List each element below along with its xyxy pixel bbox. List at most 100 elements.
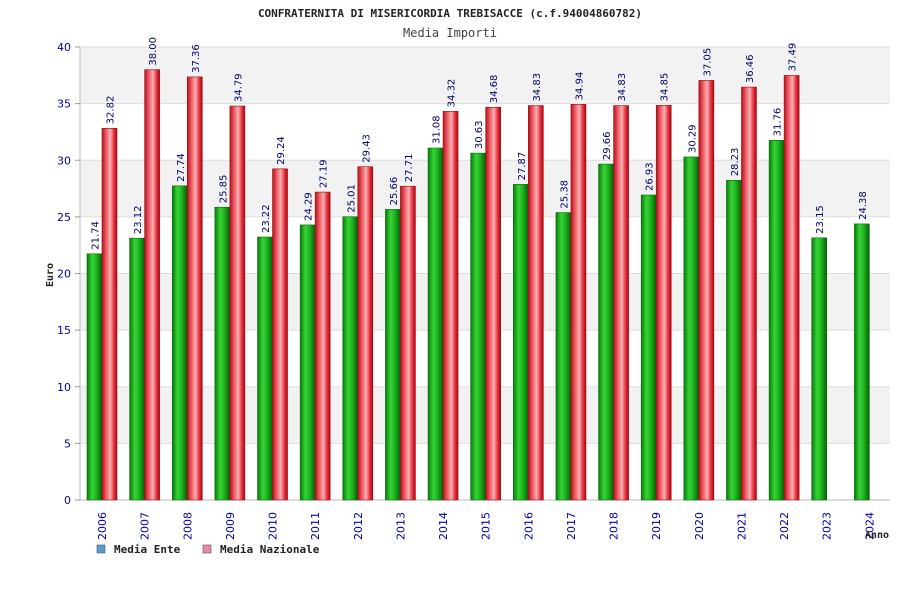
data-label: 34.68 (489, 75, 500, 104)
y-tick-label: 35 (57, 98, 71, 111)
y-tick-label: 40 (57, 41, 71, 54)
data-label: 34.79 (233, 73, 244, 102)
data-label: 34.85 (660, 73, 671, 102)
bar-media-ente (555, 212, 572, 501)
legend-swatch (202, 544, 212, 554)
legend-label: Media Ente (114, 543, 181, 556)
bar-media-nazionale (442, 111, 459, 501)
bar-media-ente (854, 223, 870, 501)
x-axis-label: Anno (865, 530, 889, 541)
y-tick-label: 15 (57, 324, 71, 337)
chart-title: CONFRATERNITA DI MISERICORDIA TREBISACCE… (258, 7, 642, 20)
x-tick-label: 2023 (821, 512, 834, 540)
y-tick-label: 0 (64, 494, 71, 507)
bar-media-nazionale (101, 128, 118, 501)
data-label: 28.23 (730, 148, 741, 177)
x-axis-ticks: 2006 2007 2008 2009 2010 2011 2012 2013 2014 2015… (96, 512, 876, 540)
bar-media-ente (811, 237, 828, 501)
data-label: 31.76 (773, 108, 784, 137)
bar-media-nazionale (783, 75, 800, 501)
bar-media-ente (86, 253, 103, 501)
x-tick-label: 2008 (181, 512, 194, 540)
x-tick-label: 2017 (565, 512, 578, 540)
bar-media-ente (342, 216, 359, 501)
data-label: 27.71 (404, 154, 415, 183)
x-tick-label: 2016 (522, 512, 535, 540)
data-label: 30.29 (687, 124, 698, 153)
bar-media-nazionale (314, 191, 331, 501)
data-label: 21.74 (91, 221, 102, 250)
data-label: 34.32 (447, 79, 458, 108)
data-label: 26.93 (645, 162, 656, 191)
data-label: 31.08 (432, 115, 443, 144)
x-tick-label: 2024 (863, 512, 876, 540)
x-tick-label: 2018 (608, 512, 621, 540)
bar-media-nazionale (186, 76, 203, 501)
bar-media-ente (214, 206, 231, 501)
data-label: 25.66 (389, 177, 400, 206)
bar-media-ente (470, 152, 486, 501)
data-label: 24.38 (858, 191, 869, 220)
y-axis-ticks: 0 5 10 15 20 25 30 35 40 (57, 41, 80, 507)
data-label: 37.36 (191, 44, 202, 73)
bar-media-nazionale (528, 105, 544, 501)
data-label: 36.46 (745, 54, 756, 83)
bars (86, 69, 870, 501)
data-label: 30.63 (474, 120, 485, 149)
data-label: 29.24 (276, 136, 287, 165)
data-label: 38.00 (148, 37, 159, 66)
x-tick-label: 2020 (693, 512, 706, 540)
bar-media-nazionale (741, 86, 757, 501)
x-tick-label: 2021 (735, 512, 748, 540)
y-tick-label: 10 (57, 381, 71, 394)
data-label: 24.29 (304, 192, 315, 221)
bar-media-ente (171, 185, 188, 501)
x-tick-label: 2012 (352, 512, 365, 540)
legend: Media Ente Media Nazionale (96, 543, 320, 556)
data-label: 34.94 (574, 72, 585, 101)
x-tick-label: 2022 (778, 512, 791, 540)
bar-media-ente (385, 209, 401, 501)
bar-media-ente (598, 163, 614, 501)
bar-media-ente (726, 179, 742, 501)
data-label: 27.19 (319, 159, 330, 188)
data-label: 23.15 (815, 205, 826, 234)
x-tick-label: 2006 (96, 512, 109, 540)
data-label: 37.49 (788, 43, 799, 72)
chart-subtitle: Media Importi (403, 26, 497, 40)
data-label: 37.05 (702, 48, 713, 77)
bar-media-ente (768, 140, 785, 501)
y-tick-label: 20 (57, 268, 71, 281)
data-label: 25.01 (346, 184, 357, 213)
data-label: 23.12 (133, 206, 144, 235)
data-label: 29.66 (602, 131, 613, 160)
bar-media-ente (427, 147, 444, 501)
data-label: 23.22 (261, 204, 272, 233)
bar-media-nazionale (655, 105, 672, 501)
bar-media-ente (513, 184, 529, 501)
bar-media-nazionale (272, 168, 288, 501)
data-label: 25.85 (218, 175, 229, 204)
bar-media-nazionale (400, 185, 416, 501)
x-tick-label: 2009 (224, 512, 237, 540)
data-label: 34.83 (617, 73, 628, 102)
x-tick-label: 2010 (267, 512, 280, 540)
legend-swatch (96, 544, 106, 554)
data-labels: 21.74 32.82 23.12 38.00 27.74 37.36 25.85 34.79… (91, 37, 869, 250)
y-tick-label: 25 (57, 211, 71, 224)
x-tick-label: 2011 (309, 512, 322, 540)
x-tick-label: 2019 (650, 512, 663, 540)
bar-media-ente (683, 156, 700, 501)
data-label: 27.74 (176, 153, 187, 182)
x-tick-label: 2015 (480, 512, 493, 540)
data-label: 27.87 (517, 152, 528, 181)
y-tick-label: 5 (64, 437, 71, 450)
x-tick-label: 2013 (394, 512, 407, 540)
bar-media-ente (299, 224, 316, 501)
bar-media-ente (640, 194, 657, 501)
legend-label: Media Nazionale (220, 543, 320, 556)
bar-media-nazionale (229, 105, 246, 501)
bar-media-nazionale (357, 166, 374, 501)
data-label: 34.83 (532, 73, 543, 102)
